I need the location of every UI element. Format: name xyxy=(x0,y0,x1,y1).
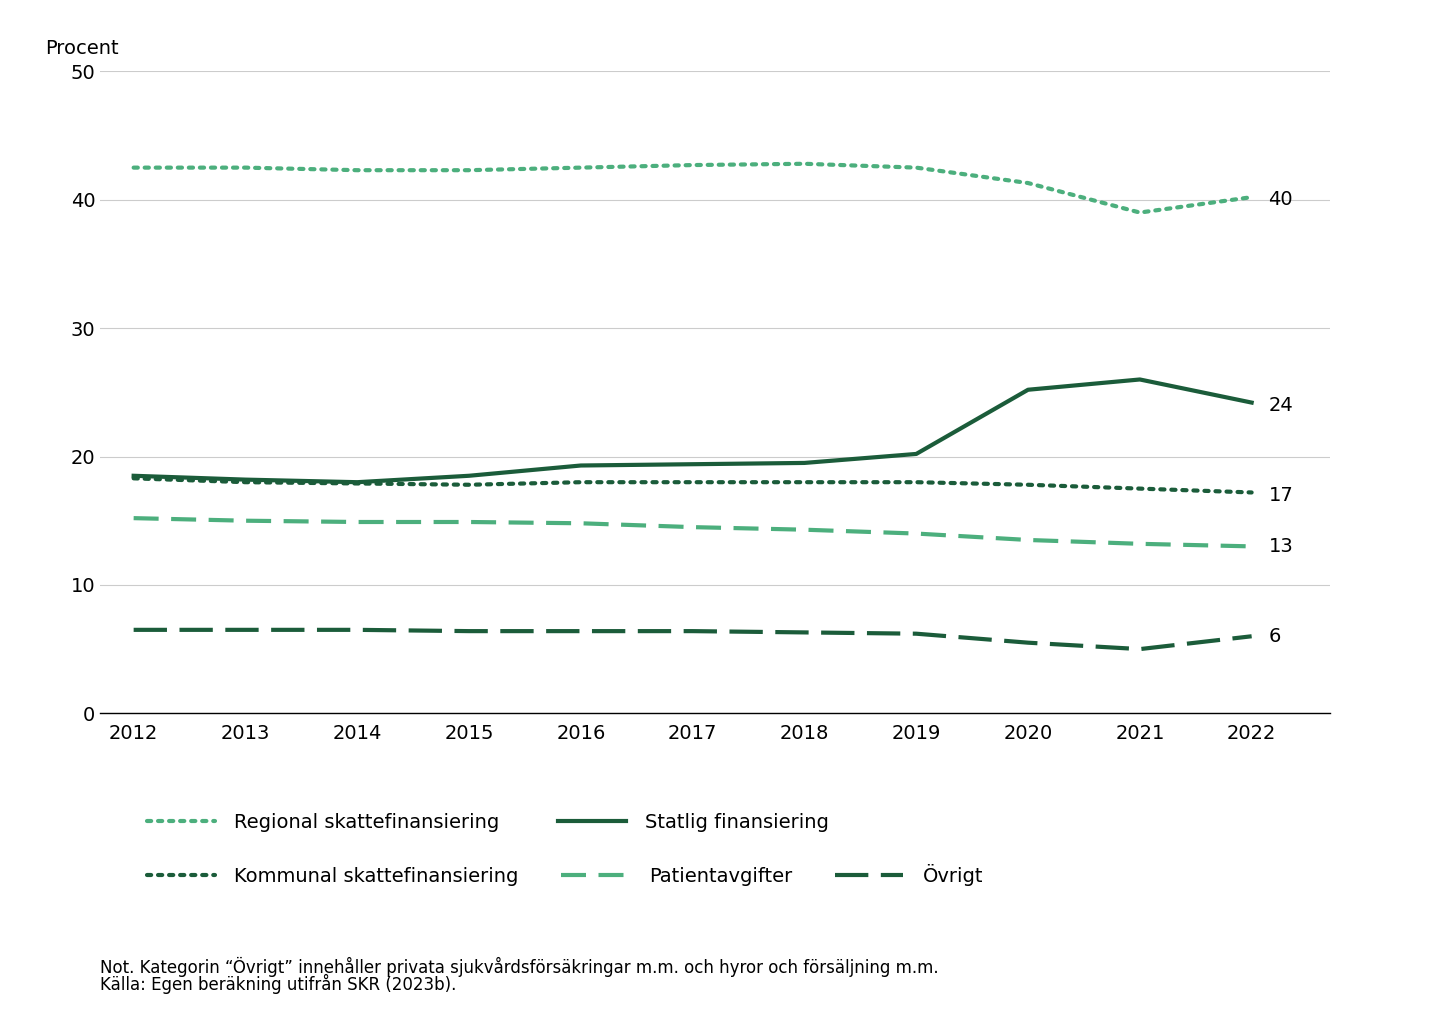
Text: 24: 24 xyxy=(1268,395,1293,415)
Text: 13: 13 xyxy=(1268,537,1293,556)
Text: 6: 6 xyxy=(1268,627,1281,646)
Text: 40: 40 xyxy=(1268,191,1293,209)
Text: 17: 17 xyxy=(1268,485,1293,504)
Legend: Kommunal skattefinansiering, Patientavgifter, Övrigt: Kommunal skattefinansiering, Patientavgi… xyxy=(147,864,982,887)
Text: Procent: Procent xyxy=(44,40,119,58)
Text: Not. Kategorin “Övrigt” innehåller privata sjukvårdsförsäkringar m.m. och hyror : Not. Kategorin “Övrigt” innehåller priva… xyxy=(100,957,938,977)
Text: Källa: Egen beräkning utifrån SKR (2023b).: Källa: Egen beräkning utifrån SKR (2023b… xyxy=(100,974,456,995)
